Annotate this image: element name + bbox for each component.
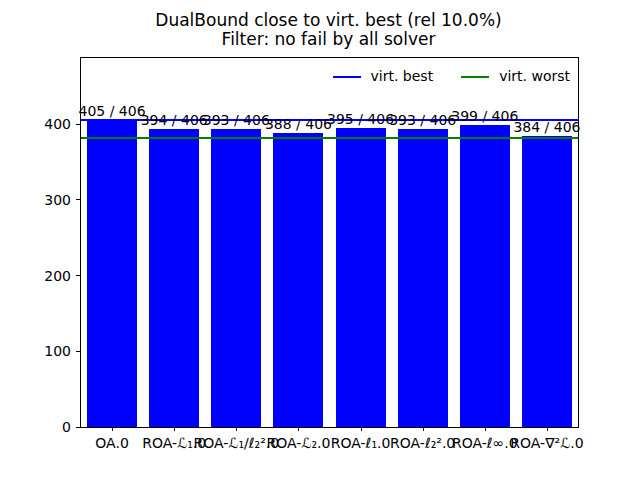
y-axis-tick: [76, 199, 80, 200]
bar-value-label: 384 / 406: [513, 120, 580, 135]
x-axis-label: ROA-ℓ₂².0: [390, 435, 455, 451]
y-axis-label: 400: [17, 116, 71, 132]
legend-entry-virt-best: virt. best: [333, 68, 434, 85]
x-axis-tick: [485, 427, 486, 431]
bar-OA.0: [87, 120, 137, 427]
bar-ROA-ℓ₁.0: [336, 128, 386, 427]
chart-subtitle: Filter: no fail by all solver: [80, 30, 577, 49]
bar-value-label: 395 / 406: [327, 112, 394, 127]
y-axis-label: 100: [17, 343, 71, 359]
virt-worst-line-swatch: [461, 76, 489, 78]
bar-ROA-ℒ₁/ℓ₂².0: [211, 129, 261, 427]
y-axis-tick: [76, 275, 80, 276]
x-axis-label: ROA-ℒ₂.0: [267, 435, 331, 451]
y-axis-tick: [76, 427, 80, 428]
bar-value-label: 393 / 406: [203, 113, 270, 128]
y-axis-label: 0: [17, 419, 71, 435]
bar-ROA-ℓ∞.0: [460, 125, 510, 427]
legend-label-virt-worst: virt. worst: [499, 68, 570, 85]
legend-entry-virt-worst: virt. worst: [461, 68, 570, 85]
bar-ROA-ℓ₂².0: [398, 129, 448, 427]
x-axis-tick: [298, 427, 299, 431]
bar-ROA-∇²ℒ.0: [522, 136, 572, 427]
x-axis-label: ROA-∇²ℒ.0: [510, 435, 583, 451]
legend-label-virt-best: virt. best: [371, 68, 434, 85]
x-axis-tick: [547, 427, 548, 431]
y-axis-tick: [76, 351, 80, 352]
x-axis-tick: [423, 427, 424, 431]
x-axis-tick: [236, 427, 237, 431]
x-axis-label: ROA-ℓ₁.0: [331, 435, 391, 451]
bar-value-label: 405 / 406: [79, 104, 146, 119]
x-axis-tick: [361, 427, 362, 431]
chart-title: DualBound close to virt. best (rel 10.0%…: [80, 11, 577, 30]
bar-ROA-ℒ₁.0: [149, 129, 199, 427]
legend: virt. best virt. worst: [333, 68, 570, 85]
x-axis-label: OA.0: [95, 435, 128, 451]
bar-value-label: 394 / 406: [141, 113, 208, 128]
x-axis-label: ROA-ℓ∞.0: [452, 435, 518, 451]
bar-ROA-ℒ₂.0: [273, 133, 323, 427]
y-axis-label: 300: [17, 192, 71, 208]
reference-line-virt-worst: [81, 137, 578, 139]
y-axis-label: 200: [17, 268, 71, 284]
plot-area: 405 / 406394 / 406393 / 406388 / 406395 …: [80, 57, 579, 428]
bar-value-label: 399 / 406: [451, 109, 518, 124]
virt-best-line-swatch: [333, 76, 361, 78]
bar-value-label: 393 / 406: [389, 113, 456, 128]
x-axis-tick: [174, 427, 175, 431]
y-axis-tick: [76, 124, 80, 125]
x-axis-tick: [112, 427, 113, 431]
chart-title-block: DualBound close to virt. best (rel 10.0%…: [80, 11, 577, 49]
bar-value-label: 388 / 406: [265, 117, 332, 132]
